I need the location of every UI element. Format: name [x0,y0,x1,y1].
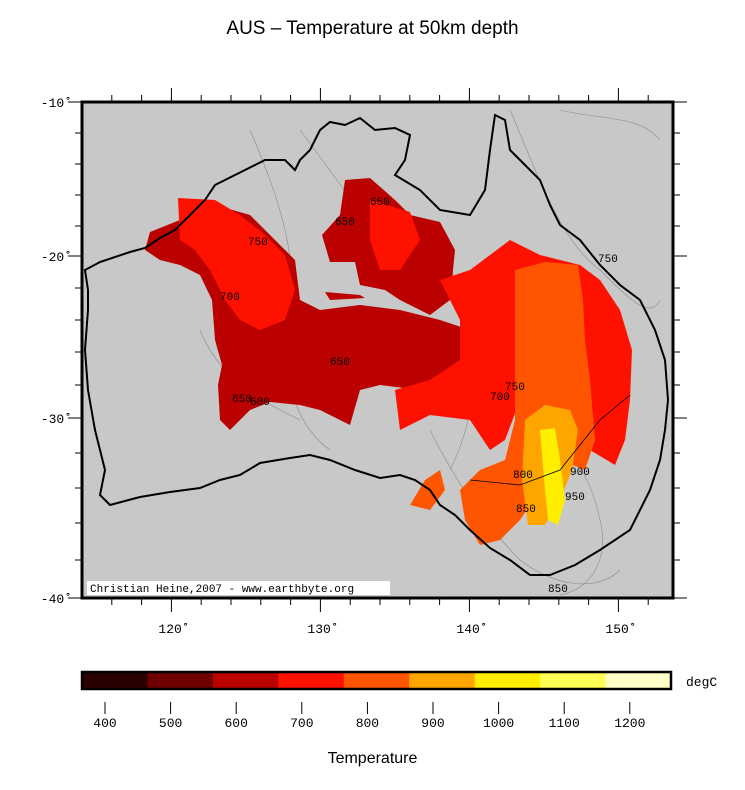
contour-label: 950 [565,492,585,504]
field-1000 [540,428,565,525]
colorbar-tick-label: 900 [421,716,444,731]
contour-label: 800 [513,470,533,482]
colorbar-swatch [147,672,214,689]
lat-label: -10˚ [41,96,72,111]
colorbar-tick-label: 700 [290,716,313,731]
lat-label: -30˚ [41,412,72,427]
australia-coastline [83,113,670,576]
colorbar-swatch [605,672,672,689]
temperature-fields [145,178,632,545]
axis-ticks [68,88,687,612]
contour-label: 850 [516,504,536,516]
lon-label: 130˚ [307,622,338,637]
colorbar-tick-label: 800 [356,716,379,731]
colorbar-tick-label: 600 [224,716,247,731]
colorbar-unit: degC [686,675,717,690]
field-700-west [178,198,295,330]
field-600-small [325,292,365,300]
colorbar-swatch [540,672,607,689]
colorbar [82,672,672,689]
contour-label: 750 [248,237,268,249]
lon-label: 150˚ [605,622,636,637]
contour-label: 850 [548,584,568,596]
credit-text: Christian Heine,2007 - www.earthbyte.org [90,584,354,596]
contour-label: 650 [335,217,355,229]
colorbar-swatch [82,672,148,689]
credit-box [87,581,390,595]
contour-label: 600 [250,397,270,409]
map-frame [80,100,675,600]
contour-label: 650 [330,357,350,369]
contour-label: 700 [220,292,240,304]
colorbar-label: Temperature [327,750,418,767]
colorbar-tick-label: 1200 [614,716,645,731]
contour-label: 650 [370,197,390,209]
contour-label-group: 650 650 650 750 700 750 750 700 800 850 … [220,197,618,596]
map-title: AUS – Temperature at 50km depth [226,18,519,39]
colorbar-tick-label: 500 [159,716,182,731]
field-800 [460,262,595,545]
lat-label: -40˚ [41,592,72,607]
lon-label: 120˚ [158,622,189,637]
contour-label: 750 [505,382,525,394]
colorbar-swatch [212,672,279,689]
colorbar-tick-label: 1100 [549,716,580,731]
field-700 [370,200,420,270]
lon-label: 140˚ [456,622,487,637]
colorbar-frame [80,670,673,691]
contour-label: 650 [232,394,252,406]
lat-label: -20˚ [41,250,72,265]
colorbar-swatch [343,672,410,689]
colorbar-tick-label: 1000 [483,716,514,731]
colorbar-swatch [278,672,345,689]
contour-label: 900 [570,467,590,479]
colorbar-swatch [474,672,541,689]
contour-label: 700 [490,392,510,404]
contour-label: 750 [598,254,618,266]
colorbar-swatch [409,672,476,689]
state-border [469,394,631,486]
colorbar-tick-label: 400 [93,716,116,731]
